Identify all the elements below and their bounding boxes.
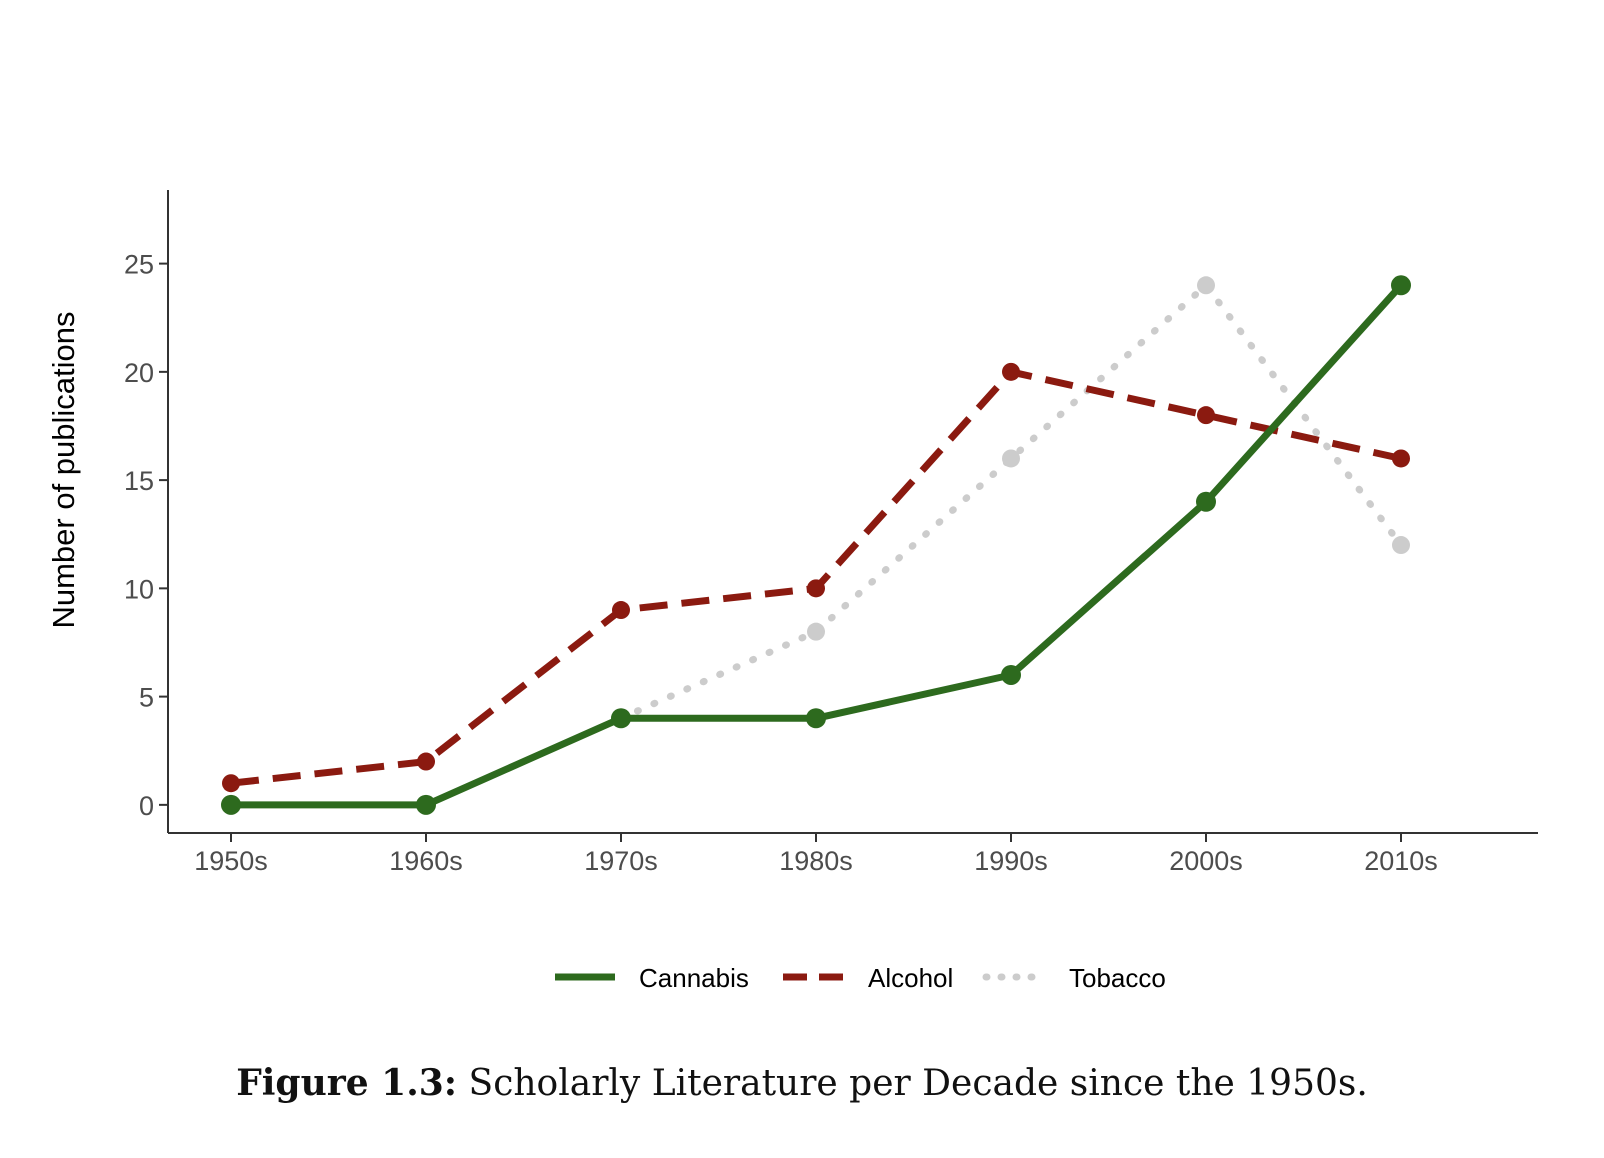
legend-label-tobacco: Tobacco — [1069, 963, 1166, 993]
legend-label-alcohol: Alcohol — [868, 963, 953, 993]
data-point-cannabis-1950s — [221, 794, 241, 815]
figure-caption: Figure 1.3: Scholarly Literature per Dec… — [0, 1062, 1604, 1104]
x-tick-label: 2000s — [1169, 846, 1243, 876]
y-tick-label: 25 — [124, 250, 154, 280]
data-point-alcohol-2000s — [1197, 406, 1215, 425]
legend-label-cannabis: Cannabis — [639, 963, 749, 993]
data-point-alcohol-1970s — [612, 601, 630, 620]
x-tick-label: 1980s — [779, 846, 853, 876]
data-point-alcohol-1990s — [1002, 362, 1020, 381]
caption-label: Figure 1.3: — [236, 1062, 458, 1104]
data-point-cannabis-1960s — [416, 794, 436, 815]
data-point-tobacco-1980s — [807, 622, 825, 641]
series — [221, 275, 1411, 815]
caption-text: Scholarly Literature per Decade since th… — [468, 1063, 1368, 1104]
y-ticks: 0 5 10 15 20 25 — [124, 250, 168, 821]
legend: Cannabis Alcohol Tobacco — [555, 963, 1166, 993]
data-point-cannabis-2000s — [1196, 491, 1216, 512]
data-point-alcohol-1950s — [222, 774, 240, 793]
data-point-alcohol-2010s — [1392, 449, 1410, 468]
data-point-tobacco-2010s — [1392, 536, 1410, 555]
x-tick-label: 1950s — [194, 846, 268, 876]
data-point-cannabis-1980s — [806, 708, 826, 729]
x-tick-label: 2010s — [1364, 846, 1438, 876]
data-point-cannabis-2010s — [1391, 275, 1411, 296]
y-tick-label: 15 — [124, 466, 154, 496]
x-ticks: 1950s 1960s 1970s 1980s 1990s 2000s 2010s — [194, 833, 1438, 876]
y-tick-label: 20 — [124, 358, 154, 388]
y-tick-label: 5 — [139, 683, 154, 713]
data-point-cannabis-1970s — [611, 708, 631, 729]
x-tick-label: 1970s — [584, 846, 658, 876]
x-tick-label: 1990s — [974, 846, 1048, 876]
data-point-alcohol-1960s — [417, 752, 435, 771]
x-tick-label: 1960s — [389, 846, 463, 876]
y-tick-label: 10 — [124, 574, 154, 604]
series-line-tobacco — [617, 281, 1405, 722]
data-point-tobacco-2000s — [1197, 276, 1215, 295]
series-cannabis — [221, 275, 1411, 815]
data-point-alcohol-1980s — [807, 579, 825, 598]
data-point-cannabis-1990s — [1001, 664, 1021, 685]
axes — [167, 190, 1538, 834]
y-axis-title: Number of publications — [46, 311, 81, 628]
data-point-tobacco-1990s — [1002, 449, 1020, 468]
series-tobacco — [612, 276, 1410, 728]
y-tick-label: 0 — [139, 791, 154, 821]
series-alcohol — [222, 362, 1410, 793]
